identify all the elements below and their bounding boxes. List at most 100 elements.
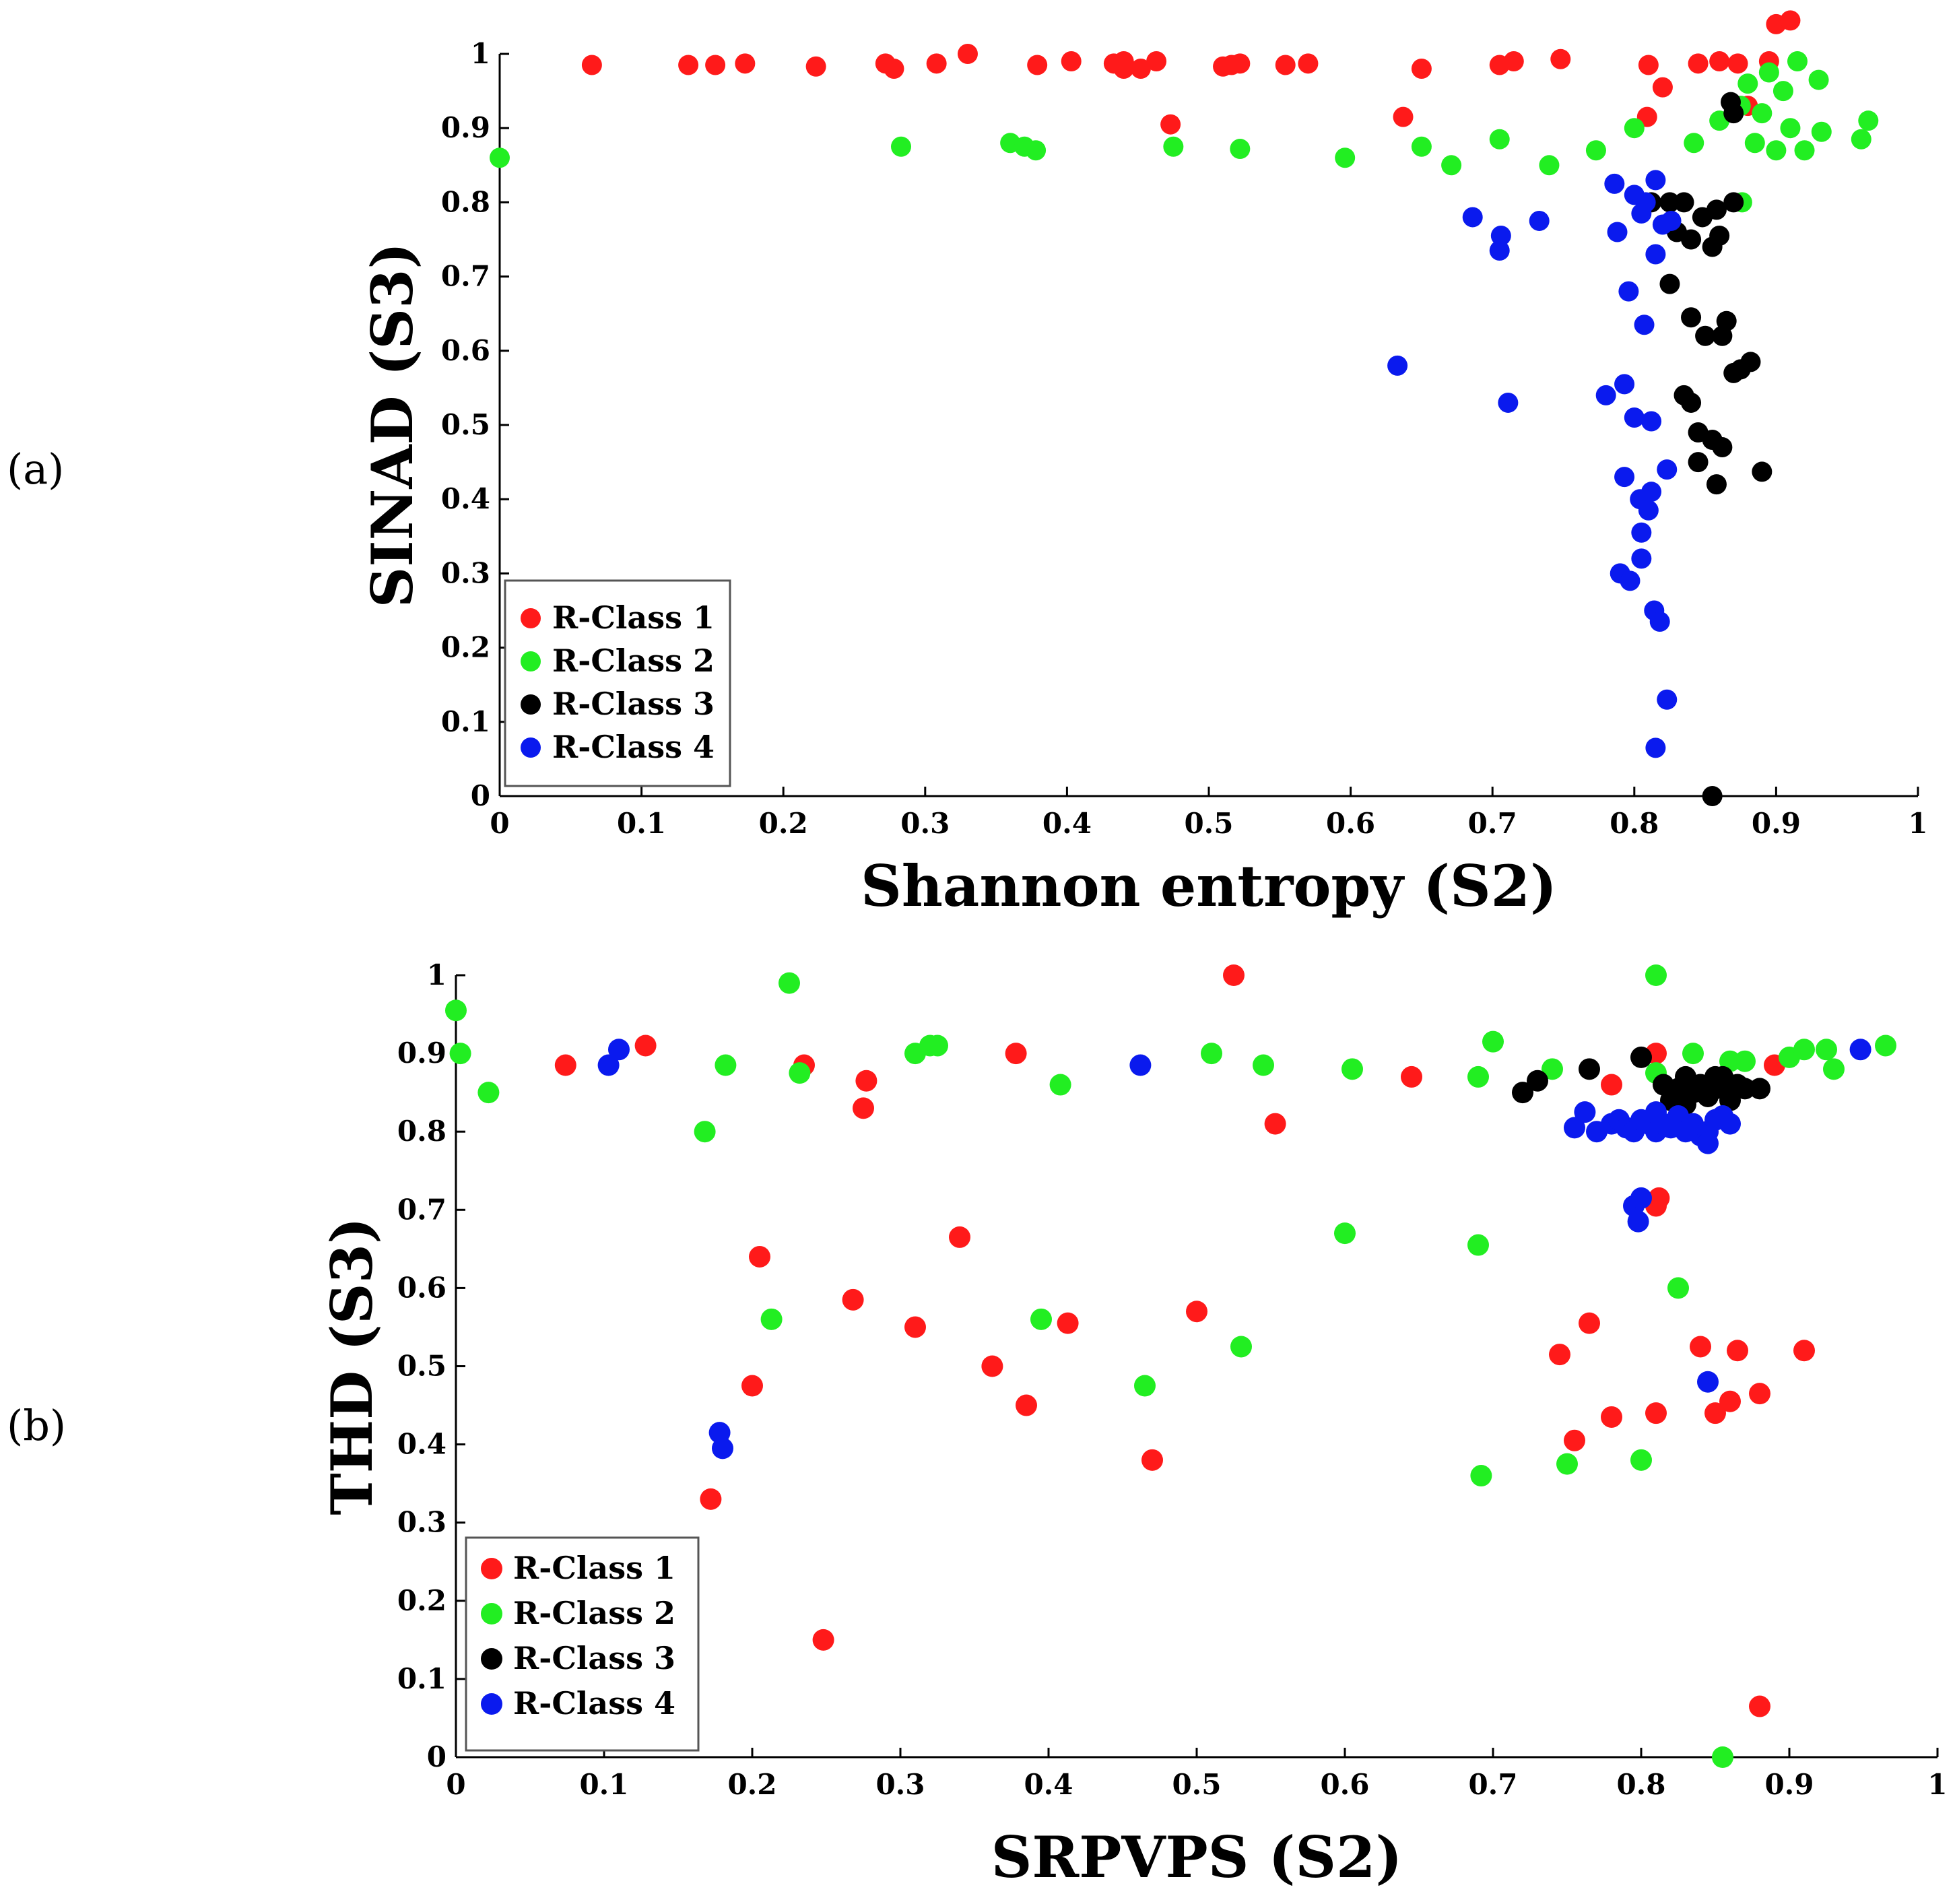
data-point: [1849, 1039, 1871, 1061]
data-point: [1393, 106, 1414, 127]
data-point: [1630, 1187, 1652, 1209]
data-point: [700, 1488, 722, 1510]
data-point: [1681, 307, 1702, 328]
data-point: [1489, 240, 1510, 261]
chart-panel-b: 0 0.1 0.2 0.3 0.4 0.5 0.6 0.7 0.8 0.9 1 0 0.1 0.2 0.3 0…: [319, 958, 1948, 1891]
data-point: [1712, 1746, 1733, 1768]
legend-marker: [481, 1693, 502, 1715]
y-tick-label: 0.6: [397, 1271, 446, 1304]
y-tick-label: 0.9: [441, 111, 490, 144]
data-point: [1512, 1082, 1533, 1104]
data-point: [1503, 51, 1524, 72]
x-tick-label: 0.9: [1764, 1768, 1814, 1801]
series-r-class-3: [1512, 1046, 1770, 1115]
data-point: [1334, 1222, 1356, 1245]
data-point: [1298, 53, 1319, 74]
y-tick-label: 0.3: [441, 556, 490, 589]
data-point: [1702, 786, 1723, 806]
data-point: [1549, 1344, 1570, 1366]
x-tick-label: 0.3: [900, 807, 950, 840]
panel-label-b: (b): [7, 1401, 67, 1450]
data-point: [1634, 315, 1655, 335]
data-point: [890, 136, 911, 157]
data-point: [715, 1054, 737, 1076]
data-point: [1556, 1453, 1578, 1475]
data-point: [1657, 689, 1678, 710]
x-tick-label: 0.8: [1610, 807, 1659, 840]
x-tick-label: 0.7: [1468, 1768, 1517, 1801]
data-point: [1564, 1429, 1585, 1451]
data-point: [1542, 1058, 1563, 1080]
legend-label: R-Class 2: [513, 1595, 675, 1631]
data-point: [445, 999, 467, 1022]
x-tick-label: 0.6: [1320, 1768, 1369, 1801]
data-point: [1163, 136, 1184, 157]
x-tick-label: 0.9: [1752, 807, 1801, 840]
data-point: [1564, 1117, 1585, 1139]
data-point: [1635, 192, 1656, 213]
y-tick-label: 0.1: [397, 1662, 446, 1695]
series-r-class-4: [597, 1039, 1871, 1459]
data-point: [1230, 53, 1251, 74]
data-point: [1704, 1402, 1726, 1424]
data-point: [1130, 59, 1151, 79]
series-r-class-3: [1641, 92, 1772, 806]
data-point: [1129, 1054, 1152, 1076]
legend-label: R-Class 1: [552, 599, 715, 636]
data-point: [1793, 1340, 1815, 1362]
data-point: [1470, 1465, 1492, 1487]
data-point: [1875, 1035, 1896, 1057]
data-point: [1690, 1336, 1711, 1358]
data-point: [1253, 1054, 1274, 1076]
data-point: [1688, 53, 1709, 74]
y-tick-label: 0.5: [441, 408, 490, 441]
data-point: [1462, 207, 1483, 228]
data-point: [1749, 1383, 1770, 1405]
data-point: [1719, 1390, 1741, 1412]
data-point: [1595, 385, 1616, 405]
data-point: [1631, 548, 1652, 569]
data-point: [1607, 222, 1628, 242]
data-point: [1727, 53, 1748, 74]
data-point: [1230, 1336, 1252, 1358]
data-point: [884, 59, 904, 79]
x-tick-label: 0.7: [1468, 807, 1517, 840]
data-point: [1049, 1074, 1071, 1096]
data-point: [1614, 467, 1635, 488]
data-point: [1186, 1301, 1207, 1323]
data-point: [1134, 1375, 1156, 1397]
data-point: [1490, 225, 1511, 246]
data-point: [1223, 964, 1245, 986]
y-tick-label: 0.1: [441, 705, 490, 738]
y-tick-label: 0.3: [397, 1506, 446, 1539]
data-point: [1793, 1039, 1815, 1061]
data-point: [749, 1245, 770, 1268]
data-point: [1579, 1058, 1600, 1080]
data-point: [1030, 1308, 1052, 1330]
data-point: [1661, 210, 1682, 231]
data-point: [1719, 1113, 1741, 1135]
data-point: [1005, 1043, 1027, 1065]
legend-box: [465, 1536, 700, 1752]
data-point: [1858, 110, 1879, 131]
x-tick-label: 0.6: [1326, 807, 1375, 840]
data-point: [1411, 59, 1432, 79]
data-point: [1681, 229, 1702, 250]
data-point: [760, 1308, 783, 1330]
data-point: [1387, 355, 1408, 376]
x-tick-label: 0.4: [1024, 1768, 1073, 1801]
data-point: [608, 1039, 630, 1061]
data-point: [1684, 133, 1704, 154]
data-point: [1335, 147, 1356, 168]
data-point: [1697, 1371, 1719, 1393]
data-point: [1758, 62, 1779, 83]
y-tick-label: 0.8: [397, 1115, 446, 1148]
legend-marker: [521, 608, 541, 628]
data-point: [1712, 437, 1733, 458]
data-point: [1026, 140, 1047, 161]
panel-label-a: (a): [7, 445, 65, 494]
x-tick-label: 1: [1908, 807, 1927, 840]
series-r-class-2: [445, 964, 1896, 1768]
legend-label: R-Class 4: [513, 1685, 675, 1721]
